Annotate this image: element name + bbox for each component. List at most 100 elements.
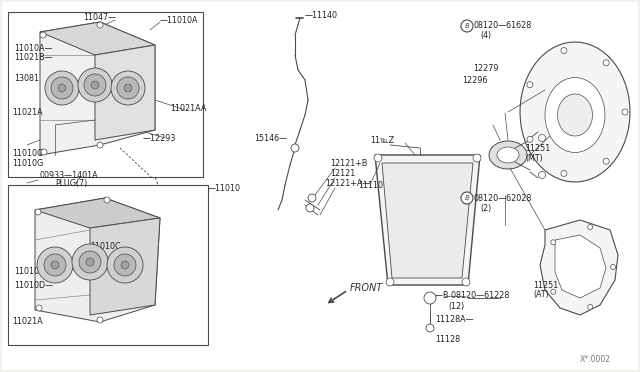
Circle shape: [308, 194, 316, 202]
Text: 11110: 11110: [358, 180, 383, 189]
Circle shape: [44, 254, 66, 276]
Circle shape: [86, 258, 94, 266]
Text: 11010B—: 11010B—: [14, 267, 52, 276]
Text: 11010G: 11010G: [12, 148, 44, 157]
Circle shape: [424, 292, 436, 304]
Text: 00933—1401A: 00933—1401A: [40, 170, 99, 180]
Text: 11251: 11251: [533, 280, 558, 289]
Polygon shape: [382, 163, 473, 278]
Text: (4): (4): [480, 31, 491, 39]
Circle shape: [58, 84, 66, 92]
Text: 12279: 12279: [473, 64, 499, 73]
Circle shape: [97, 22, 103, 28]
Polygon shape: [520, 42, 630, 182]
Circle shape: [551, 240, 556, 245]
Circle shape: [111, 71, 145, 105]
Text: 11128: 11128: [435, 336, 460, 344]
Text: (12): (12): [448, 302, 464, 311]
Polygon shape: [90, 218, 160, 315]
Text: 11021A: 11021A: [12, 317, 43, 327]
Circle shape: [461, 192, 473, 204]
Polygon shape: [375, 155, 480, 285]
Text: —12293: —12293: [143, 134, 177, 142]
Text: 11010D—: 11010D—: [14, 282, 53, 291]
Circle shape: [35, 209, 41, 215]
Circle shape: [538, 135, 545, 141]
Circle shape: [461, 20, 473, 32]
Circle shape: [114, 254, 136, 276]
Text: 12121+B: 12121+B: [330, 158, 367, 167]
Circle shape: [104, 197, 110, 203]
Polygon shape: [555, 235, 606, 298]
Circle shape: [588, 304, 593, 310]
Text: 08120—61628: 08120—61628: [474, 20, 532, 29]
Circle shape: [473, 154, 481, 162]
Text: X*:0002: X*:0002: [580, 356, 611, 365]
Text: 11021B—: 11021B—: [14, 52, 52, 61]
Circle shape: [561, 48, 567, 54]
Text: —11010A: —11010A: [160, 16, 198, 25]
Circle shape: [622, 109, 628, 115]
Circle shape: [97, 317, 103, 323]
Text: FRONT: FRONT: [350, 283, 383, 293]
Circle shape: [291, 144, 299, 152]
Text: 12121+A—: 12121+A—: [325, 179, 371, 187]
Text: 11251: 11251: [525, 144, 550, 153]
Polygon shape: [35, 198, 160, 228]
Circle shape: [41, 149, 47, 155]
Circle shape: [37, 247, 73, 283]
Text: —B 08120—61228: —B 08120—61228: [435, 291, 509, 299]
Text: 11010C: 11010C: [90, 241, 120, 250]
Circle shape: [588, 225, 593, 230]
Circle shape: [97, 142, 103, 148]
Polygon shape: [540, 220, 618, 315]
Text: 11047—: 11047—: [83, 13, 116, 22]
Text: —11140: —11140: [305, 10, 338, 19]
Circle shape: [51, 261, 59, 269]
Bar: [8, 185, 208, 345]
Ellipse shape: [497, 147, 519, 163]
Circle shape: [462, 278, 470, 286]
Text: 12121: 12121: [330, 169, 355, 177]
Ellipse shape: [489, 141, 527, 169]
Circle shape: [45, 71, 79, 105]
Circle shape: [107, 247, 143, 283]
Circle shape: [374, 154, 382, 162]
Text: B: B: [465, 23, 469, 29]
Circle shape: [561, 170, 567, 176]
Circle shape: [538, 171, 545, 179]
Circle shape: [603, 60, 609, 66]
Circle shape: [78, 68, 112, 102]
Circle shape: [117, 77, 139, 99]
Circle shape: [51, 77, 73, 99]
Circle shape: [124, 84, 132, 92]
Circle shape: [426, 324, 434, 332]
Circle shape: [306, 204, 314, 212]
Text: 13081: 13081: [14, 74, 39, 83]
Text: (MT): (MT): [525, 154, 543, 163]
Ellipse shape: [557, 94, 593, 136]
Text: 11010G: 11010G: [12, 158, 44, 167]
Text: 11021A: 11021A: [12, 108, 43, 116]
Polygon shape: [35, 198, 160, 322]
Circle shape: [551, 289, 556, 294]
Circle shape: [121, 261, 129, 269]
Text: 15146—: 15146—: [254, 134, 287, 142]
Circle shape: [91, 81, 99, 89]
Polygon shape: [95, 45, 155, 140]
Circle shape: [72, 244, 108, 280]
Circle shape: [84, 74, 106, 96]
Text: 11021AA: 11021AA: [170, 103, 206, 112]
Ellipse shape: [545, 77, 605, 153]
Text: PLUG(7): PLUG(7): [55, 179, 87, 187]
Bar: [8, 12, 203, 177]
Text: (2): (2): [480, 203, 492, 212]
Text: —11010: —11010: [208, 183, 241, 192]
Text: 11℡Z: 11℡Z: [370, 135, 394, 144]
Circle shape: [36, 305, 42, 311]
Polygon shape: [40, 22, 155, 55]
Text: (AT): (AT): [533, 291, 548, 299]
Text: 11128A—: 11128A—: [435, 315, 474, 324]
Circle shape: [40, 32, 46, 38]
Circle shape: [527, 136, 533, 142]
